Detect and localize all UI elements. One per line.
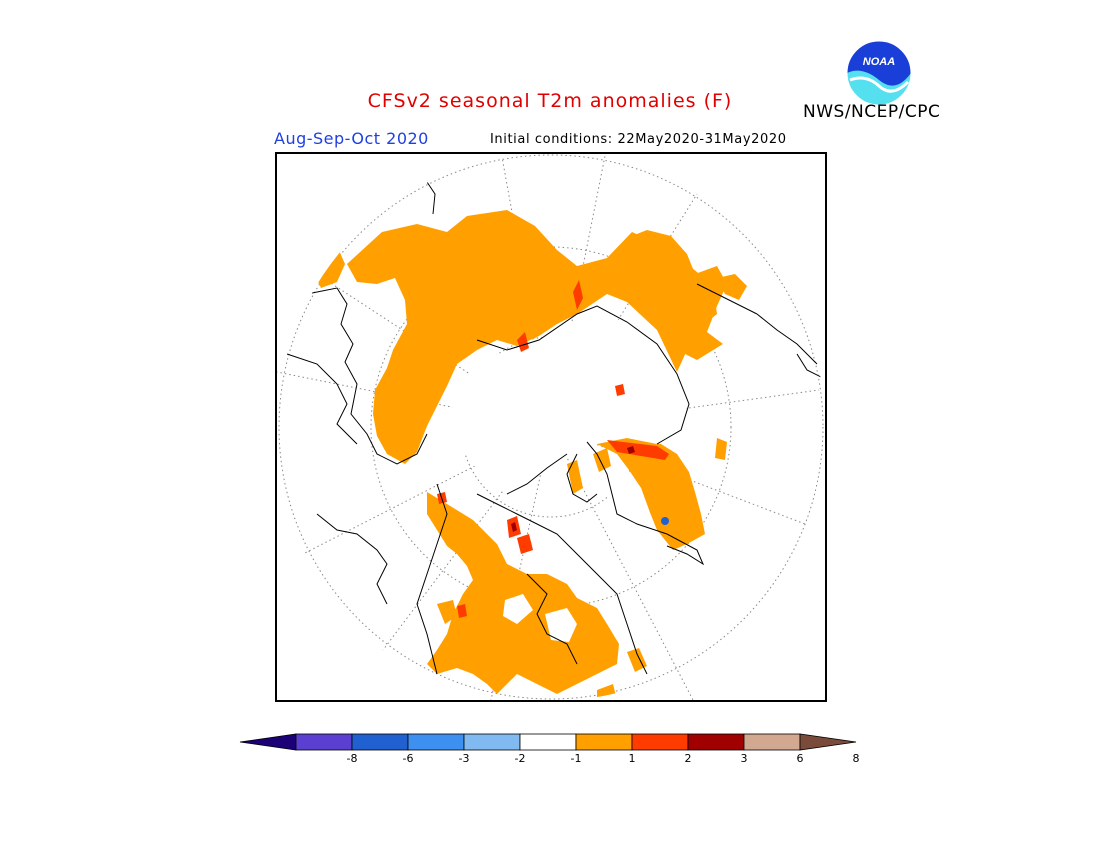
colorbar-tick-label: -2 (514, 752, 526, 765)
colorbar-swatch (743, 733, 801, 751)
polar-map-canvas (277, 154, 824, 700)
noaa-logo-icon: NOAA (846, 40, 912, 106)
polar-map (275, 152, 827, 702)
colorbar-tick-label: -6 (402, 752, 414, 765)
colorbar-tick-label: 6 (796, 752, 804, 765)
colorbar-tick-label: 3 (740, 752, 748, 765)
svg-text:NOAA: NOAA (863, 56, 895, 68)
colorbar (239, 733, 857, 751)
period-label: Aug-Sep-Oct 2020 (274, 129, 429, 148)
colorbar-min-arrow (239, 733, 297, 751)
organization-label: NWS/NCEP/CPC (803, 102, 941, 122)
initial-conditions-label: Initial conditions: 22May2020-31May2020 (490, 132, 787, 147)
colorbar-swatch (687, 733, 745, 751)
neutral-areas (447, 314, 687, 642)
cool-anomaly-spot (661, 517, 669, 525)
colorbar-swatch (519, 733, 577, 751)
colorbar-swatch (631, 733, 689, 751)
anomaly-areas-warm (313, 210, 747, 700)
colorbar-tick-label: -8 (346, 752, 358, 765)
colorbar-swatch (463, 733, 521, 751)
colorbar-swatch (575, 733, 633, 751)
colorbar-swatch (407, 733, 465, 751)
colorbar-tick-label: -3 (458, 752, 470, 765)
colorbar-max-arrow (799, 733, 857, 751)
anomaly-areas-hot (437, 280, 669, 618)
map-title: CFSv2 seasonal T2m anomalies (F) (367, 90, 733, 112)
colorbar-tick-label: 1 (628, 752, 636, 765)
colorbar-swatch (351, 733, 409, 751)
anomaly-areas-very-hot (511, 446, 635, 532)
colorbar-tick-label: 2 (684, 752, 692, 765)
colorbar-swatch (295, 733, 353, 751)
colorbar-tick-label: -1 (570, 752, 582, 765)
colorbar-tick-label: 8 (852, 752, 860, 765)
coastlines (286, 181, 824, 675)
